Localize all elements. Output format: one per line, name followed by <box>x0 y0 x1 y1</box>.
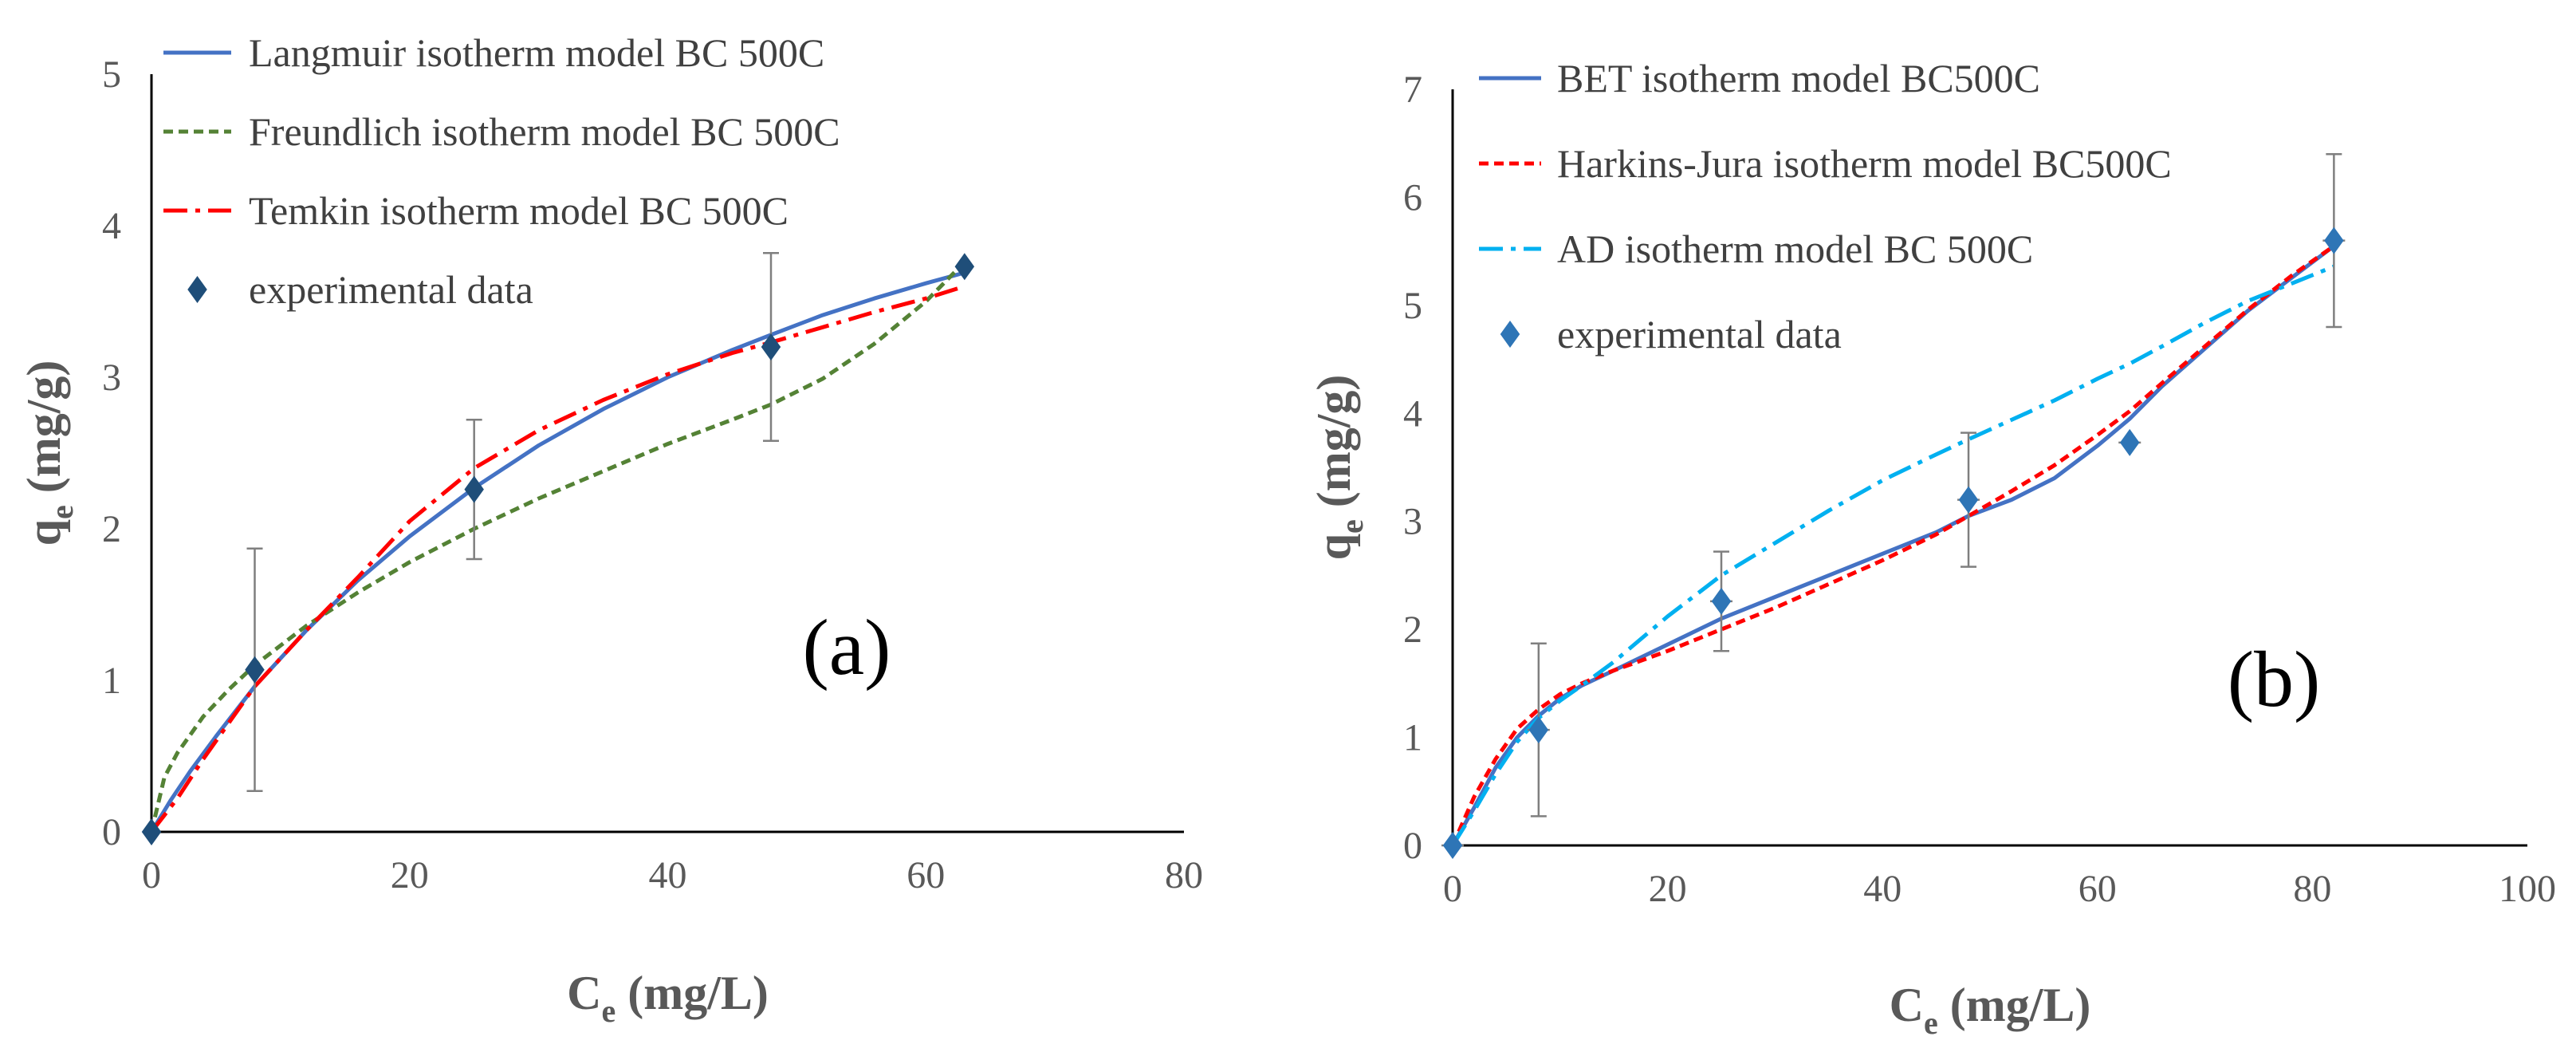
legend-label-experimental: experimental data <box>249 267 533 312</box>
panel-label: (b) <box>2228 635 2321 723</box>
legend-marker-experimental <box>1500 321 1520 348</box>
series-line-3 <box>150 284 966 833</box>
y-tick-label: 2 <box>102 508 121 550</box>
y-tick-label: 1 <box>102 660 121 702</box>
y-axis-title: qe (mg/g) <box>18 361 80 546</box>
x-axis-title: Ce (mg/L) <box>1890 979 2091 1041</box>
y-axis-title-main: q <box>1308 534 1360 560</box>
y-axis-title-unit: (mg/g) <box>18 361 70 506</box>
x-tick-label: 60 <box>907 854 945 896</box>
panel-label: (a) <box>803 603 891 691</box>
experimental-point <box>761 333 781 361</box>
y-axis-title-unit: (mg/g) <box>1308 375 1360 520</box>
legend-label-2: Freundlich isotherm model BC 500C <box>249 109 840 154</box>
legend: BET isotherm model BC500C Harkins-Jura is… <box>1479 56 2172 357</box>
legend-label-1: BET isotherm model BC500C <box>1557 56 2040 100</box>
series-line-2 <box>149 260 966 833</box>
legend-label-1: Langmuir isotherm model BC 500C <box>249 30 824 75</box>
legend-label-2: Harkins-Jura isotherm model BC500C <box>1557 141 2172 186</box>
x-axis-title-sub: e <box>1924 1005 1938 1041</box>
y-tick-label: 4 <box>102 205 121 247</box>
y-axis-title-sub: e <box>1334 519 1370 534</box>
legend-label-experimental: experimental data <box>1557 312 1842 357</box>
y-tick-label: 6 <box>1403 176 1422 219</box>
experimental-point <box>1958 486 1979 514</box>
x-axis-title-main: C <box>567 967 601 1019</box>
y-tick-label: 5 <box>102 53 121 96</box>
y-tick-label: 1 <box>1403 717 1422 759</box>
experimental-point <box>1442 832 1463 859</box>
legend-label-3: AD isotherm model BC 500C <box>1557 227 2033 271</box>
y-tick-label: 0 <box>1403 825 1422 867</box>
x-axis-title-sub: e <box>601 993 615 1029</box>
x-axis-title-main: C <box>1890 979 1924 1031</box>
x-axis-title-unit: (mg/L) <box>1938 979 2091 1031</box>
experimental-point <box>954 253 975 281</box>
experimental-point <box>2120 428 2140 456</box>
x-axis-title-unit: (mg/L) <box>615 967 769 1019</box>
y-axis-title-main: q <box>18 519 70 546</box>
series-line-1 <box>149 270 966 833</box>
x-tick-label: 80 <box>2293 868 2331 910</box>
x-tick-label: 60 <box>2078 868 2117 910</box>
legend: Langmuir isotherm model BC 500C Freundlic… <box>163 30 840 312</box>
experimental-point <box>1528 716 1549 744</box>
experimental-point <box>141 818 162 845</box>
y-tick-label: 3 <box>102 357 121 399</box>
experimental-point <box>245 656 265 684</box>
x-tick-label: 0 <box>1443 868 1462 910</box>
y-tick-label: 2 <box>1403 609 1422 651</box>
y-tick-label: 4 <box>1403 392 1422 435</box>
y-tick-label: 7 <box>1403 69 1422 111</box>
legend-label-3: Temkin isotherm model BC 500C <box>249 188 789 233</box>
experimental-point <box>464 475 484 503</box>
x-tick-label: 80 <box>1165 854 1203 896</box>
series-line-2 <box>1450 244 2335 847</box>
x-axis-title: Ce (mg/L) <box>567 967 769 1029</box>
experimental-point <box>1711 587 1732 615</box>
y-tick-label: 3 <box>1403 501 1422 543</box>
x-tick-label: 0 <box>142 854 161 896</box>
x-tick-label: 40 <box>1863 868 1902 910</box>
y-axis-title-sub: e <box>44 505 80 519</box>
x-tick-label: 20 <box>391 854 429 896</box>
y-axis-title: qe (mg/g) <box>1308 375 1370 561</box>
legend-marker-experimental <box>187 276 207 303</box>
x-tick-label: 40 <box>649 854 687 896</box>
experimental-point <box>2324 227 2344 254</box>
y-tick-label: 5 <box>1403 285 1422 327</box>
x-tick-label: 100 <box>2499 868 2556 910</box>
x-tick-label: 20 <box>1649 868 1687 910</box>
y-tick-label: 0 <box>102 811 121 853</box>
